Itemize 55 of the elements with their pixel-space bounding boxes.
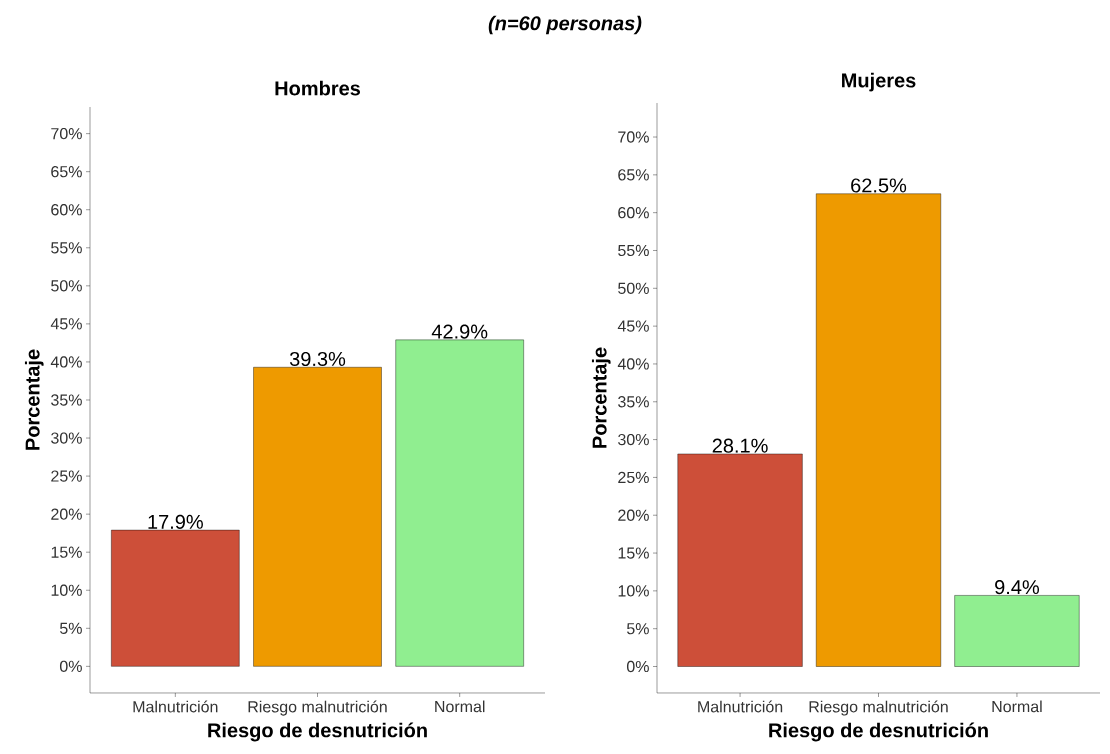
- y-tick-label: 25%: [618, 471, 649, 484]
- y-tick-label: 35%: [618, 396, 649, 408]
- y-tick-label: 35%: [51, 394, 82, 406]
- bar: [395, 339, 524, 667]
- chart-title: Mujeres: [842, 72, 916, 92]
- y-tick-label: 25%: [51, 470, 82, 482]
- y-tick-label: 0%: [59, 660, 82, 673]
- y-tick-label: 5%: [59, 622, 82, 634]
- data-label: 62.5%: [851, 178, 907, 193]
- y-tick-label: 10%: [51, 584, 82, 596]
- y-tick-label: 30%: [618, 433, 649, 446]
- data-label: 9.4%: [995, 580, 1040, 595]
- text: (n=60 personas): [488, 15, 642, 35]
- data-label: 17.9%: [148, 514, 203, 529]
- y-tick-label: 60%: [51, 204, 82, 216]
- bar: [677, 453, 803, 667]
- y-tick-label: 40%: [617, 358, 649, 370]
- y-tick-label: 40%: [50, 356, 82, 368]
- y-tick-label: 30%: [51, 432, 82, 444]
- bar: [954, 595, 1080, 667]
- x-tick-label: Normal: [992, 700, 1042, 713]
- y-tick-label: 50%: [51, 280, 82, 292]
- data-label: 28.1%: [712, 438, 768, 453]
- y-tick-label: 5%: [626, 623, 649, 635]
- y-tick-label: 50%: [618, 282, 649, 294]
- y-tick-label: 70%: [51, 127, 82, 140]
- y-tick-label: 55%: [618, 244, 649, 257]
- x-axis-title: Riesgo de desnutrición: [208, 722, 427, 742]
- y-tick-label: 60%: [618, 207, 649, 219]
- y-tick-label: 15%: [51, 546, 82, 558]
- x-tick-label: Malnutrición: [133, 700, 218, 713]
- chart-title: Hombres: [275, 80, 361, 96]
- bar: [111, 529, 240, 667]
- y-tick-label: 70%: [618, 131, 649, 143]
- y-tick-label: 0%: [626, 660, 649, 673]
- y-tick-label: 15%: [618, 547, 649, 559]
- x-tick-label: Riesgo malnutrición: [248, 700, 387, 716]
- y-tick-label: 45%: [50, 318, 82, 330]
- data-label: 42.9%: [431, 324, 488, 339]
- y-tick-label: 45%: [617, 320, 649, 332]
- data-label: 39.3%: [289, 351, 346, 367]
- x-axis-title: Riesgo de desnutrición: [769, 722, 988, 742]
- y-tick-label: 65%: [618, 169, 649, 181]
- y-axis-title: Porcentaje: [591, 347, 611, 448]
- bar: [816, 193, 941, 667]
- y-tick-label: 20%: [618, 509, 649, 521]
- y-axis-title: Porcentaje: [24, 349, 44, 450]
- x-tick-label: Malnutrición: [698, 700, 783, 713]
- y-tick-label: 65%: [51, 166, 82, 178]
- x-tick-label: Normal: [435, 700, 485, 713]
- y-tick-label: 20%: [51, 508, 82, 520]
- bar: [253, 367, 382, 667]
- y-tick-label: 10%: [618, 585, 649, 597]
- x-tick-label: Riesgo malnutrición: [809, 700, 948, 716]
- y-tick-label: 55%: [51, 242, 82, 254]
